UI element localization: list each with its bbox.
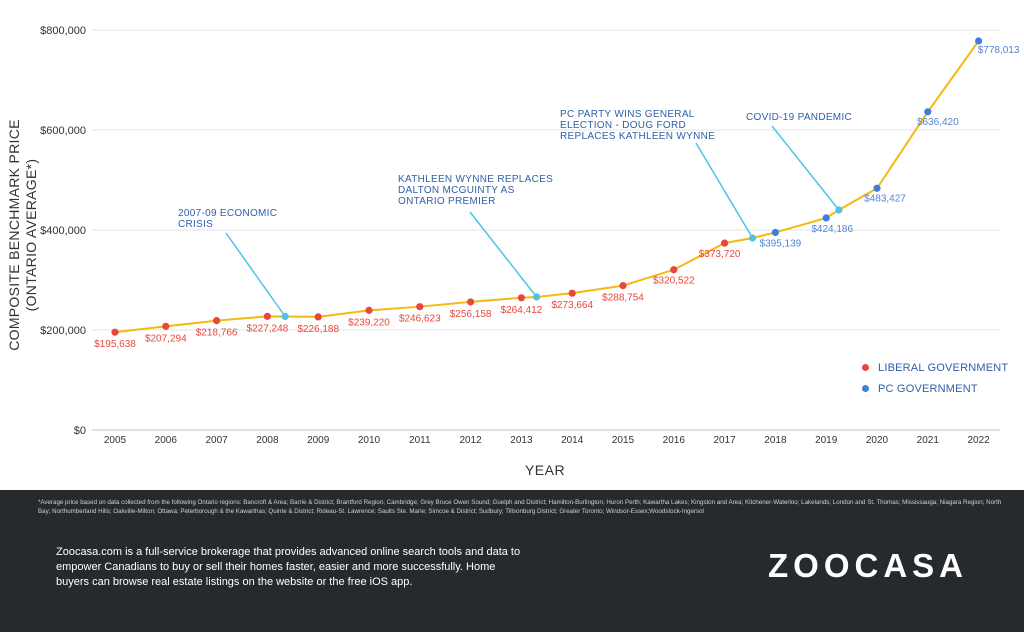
data-label: $256,158 xyxy=(450,309,492,320)
x-tick-label: 2009 xyxy=(307,435,330,446)
x-tick-label: 2007 xyxy=(205,435,228,446)
data-label: $227,248 xyxy=(247,323,289,334)
annotation-text: COVID-19 PANDEMIC xyxy=(746,112,852,123)
annotation-text: REPLACES KATHLEEN WYNNE xyxy=(560,131,715,142)
annotation-connector xyxy=(225,232,286,317)
data-point xyxy=(822,214,830,222)
data-label: $218,766 xyxy=(196,328,238,339)
data-point xyxy=(365,306,373,314)
annotation-connector xyxy=(695,142,754,239)
x-tick-label: 2016 xyxy=(663,435,686,446)
data-point xyxy=(416,303,424,311)
data-point xyxy=(314,313,322,321)
event-point xyxy=(835,206,843,214)
data-label: $195,638 xyxy=(94,339,136,350)
data-label: $395,139 xyxy=(760,238,802,249)
data-point xyxy=(213,317,221,325)
data-label: $246,623 xyxy=(399,314,441,325)
data-point xyxy=(771,228,780,237)
x-axis-label: YEAR xyxy=(524,462,566,478)
data-point xyxy=(162,322,170,330)
annotation-text: DALTON MCGUINTY AS xyxy=(398,185,515,196)
annotation-text: PC PARTY WINS GENERAL xyxy=(560,109,695,120)
event-point xyxy=(748,234,757,242)
event-point xyxy=(281,312,289,321)
y-tick-label: $800,000 xyxy=(40,25,86,37)
data-label: $239,220 xyxy=(348,317,390,328)
data-label: $483,427 xyxy=(864,193,906,204)
footer: *Average price based on data collected f… xyxy=(0,490,1024,632)
x-tick-label: 2014 xyxy=(561,435,584,446)
x-tick-label: 2015 xyxy=(612,435,635,446)
x-tick-label: 2018 xyxy=(764,435,787,446)
data-point xyxy=(517,294,526,302)
chart-area: $0 $200,000 $400,000 $600,000 $800,000 2005 20… xyxy=(6,25,1020,478)
data-label: $207,294 xyxy=(145,333,187,344)
data-label: $373,720 xyxy=(699,249,741,260)
x-tick-label: 2008 xyxy=(256,435,279,446)
data-label: $424,186 xyxy=(811,224,853,235)
annotation-text: KATHLEEN WYNNE REPLACES xyxy=(398,174,553,185)
annotation-text: CRISIS xyxy=(178,219,213,230)
data-label: $636,420 xyxy=(917,117,959,128)
data-point xyxy=(721,239,729,247)
y-tick-label: $200,000 xyxy=(40,325,86,337)
x-tick-label: 2013 xyxy=(510,435,533,446)
x-tick-label: 2011 xyxy=(409,435,431,446)
y-tick-label: $0 xyxy=(74,425,86,437)
legend: LIBERAL GOVERNMENT PC GOVERNMENT xyxy=(862,357,1008,399)
line-chart: $0 $200,000 $400,000 $600,000 $800,000 2005 20… xyxy=(40,25,1020,446)
annotation-connector xyxy=(469,211,538,298)
data-label: $778,013 xyxy=(978,45,1020,56)
data-point xyxy=(263,312,271,320)
legend-pc-dot-icon xyxy=(862,385,869,392)
data-point xyxy=(975,37,983,45)
data-point xyxy=(467,298,475,306)
x-tick-label: 2012 xyxy=(459,435,482,446)
data-point xyxy=(924,108,932,116)
legend-item-liberal: LIBERAL GOVERNMENT xyxy=(862,357,1008,378)
data-label: $320,522 xyxy=(653,276,695,287)
price-line xyxy=(114,40,980,334)
x-tick-label: 2019 xyxy=(815,435,838,446)
data-label: $288,754 xyxy=(602,293,644,304)
x-tick-label: 2022 xyxy=(967,435,990,446)
annotation-text: ELECTION - DOUG FORD xyxy=(560,120,686,131)
legend-liberal-dot-icon xyxy=(862,364,869,371)
y-tick-label: $600,000 xyxy=(40,125,86,137)
y-tick-label: $400,000 xyxy=(40,225,86,237)
annotation-connector xyxy=(771,125,840,211)
x-tick-label: 2020 xyxy=(866,435,889,446)
y-axis-label: COMPOSITE BENCHMARK PRICE (ONTARIO AVERA… xyxy=(6,119,39,351)
x-tick-label: 2017 xyxy=(713,435,736,446)
legend-liberal-label: LIBERAL GOVERNMENT xyxy=(878,361,1009,374)
data-point xyxy=(873,184,881,192)
x-tick-label: 2021 xyxy=(917,435,940,446)
x-tick-label: 2006 xyxy=(155,435,178,446)
zoocasa-logo: ZOOCASA xyxy=(768,547,968,584)
x-tick-label: 2005 xyxy=(104,435,127,446)
data-point xyxy=(111,328,119,336)
footnote: *Average price based on data collected f… xyxy=(38,499,1002,515)
data-label: $226,188 xyxy=(297,324,339,335)
data-point xyxy=(568,289,576,297)
about-text: Zoocasa.com is a full-service brokerage … xyxy=(56,546,521,588)
legend-item-pc: PC GOVERNMENT xyxy=(862,378,1008,399)
event-point xyxy=(533,293,541,301)
data-point xyxy=(670,266,678,274)
legend-pc-label: PC GOVERNMENT xyxy=(878,382,978,395)
data-label: $264,412 xyxy=(501,305,543,316)
data-point xyxy=(619,282,627,290)
x-tick-label: 2010 xyxy=(358,435,381,446)
annotation-text: ONTARIO PREMIER xyxy=(398,196,496,207)
annotation-text: 2007-09 ECONOMIC xyxy=(178,208,277,219)
data-label: $273,664 xyxy=(551,300,593,311)
